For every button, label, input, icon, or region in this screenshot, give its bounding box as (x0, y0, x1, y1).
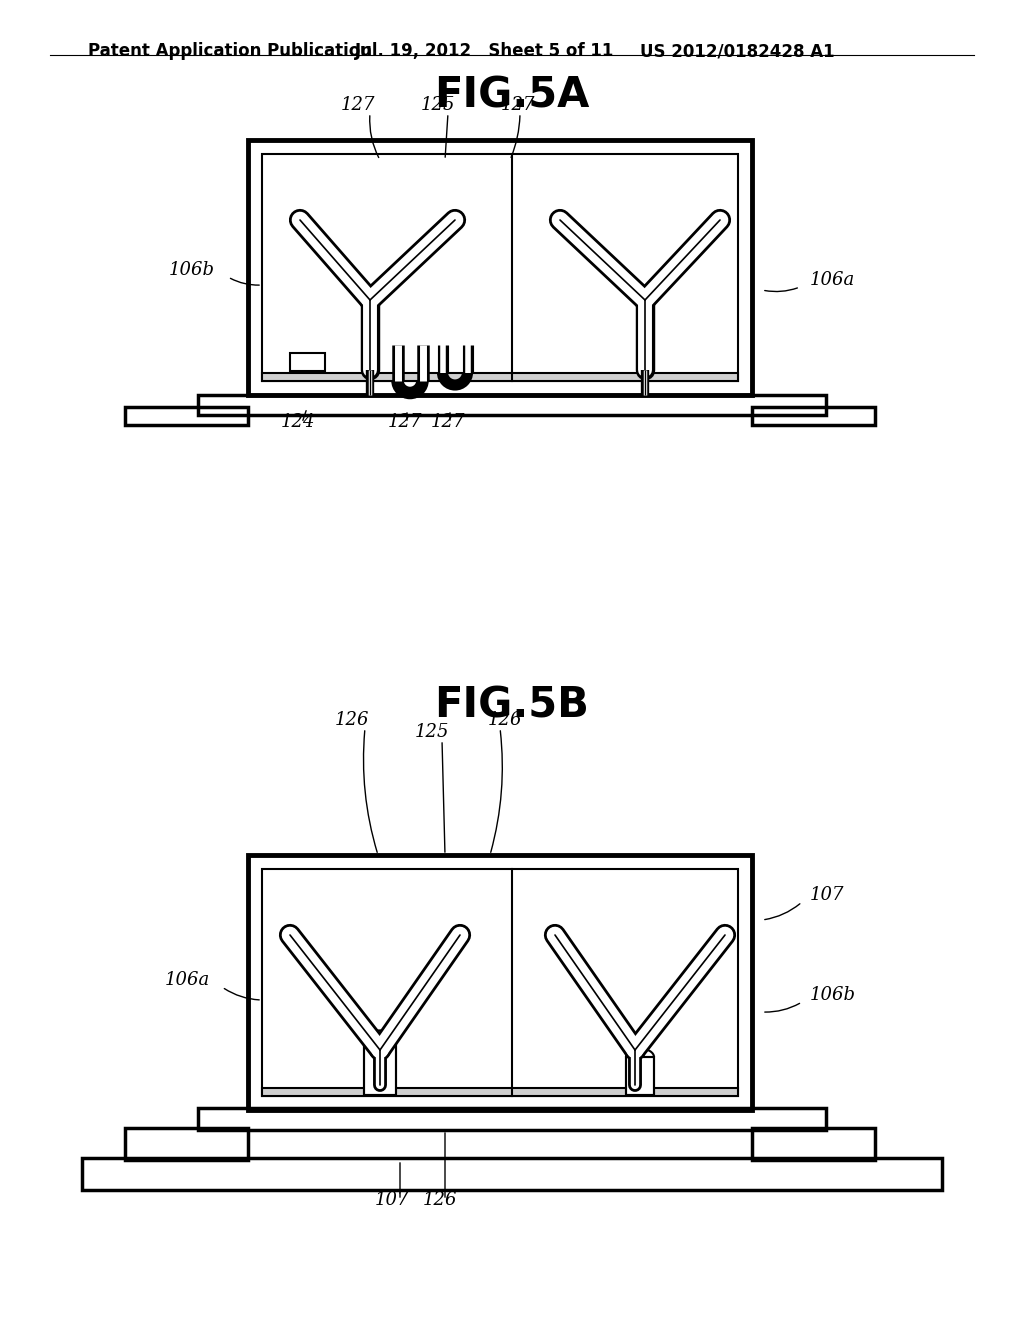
Bar (752, 407, 874, 425)
Text: 125: 125 (421, 96, 456, 114)
Bar (262, 154, 738, 381)
Bar (125, 407, 248, 425)
Text: 106b: 106b (810, 986, 856, 1005)
Bar (752, 1129, 874, 1160)
Text: 106a: 106a (165, 972, 210, 989)
Text: Patent Application Publication: Patent Application Publication (88, 42, 372, 59)
Bar (290, 352, 325, 371)
Text: 126: 126 (335, 711, 370, 729)
Bar (125, 1129, 248, 1160)
Text: 126: 126 (487, 711, 522, 729)
Bar (364, 1040, 396, 1096)
Bar (364, 1040, 396, 1096)
Bar (82, 1158, 942, 1191)
Text: 126: 126 (423, 1191, 458, 1209)
Bar (248, 855, 752, 1110)
Text: 127: 127 (501, 96, 536, 114)
Bar (198, 1107, 826, 1130)
Bar (262, 1088, 738, 1096)
Text: 127: 127 (431, 413, 465, 432)
Text: US 2012/0182428 A1: US 2012/0182428 A1 (640, 42, 835, 59)
Text: 106b: 106b (169, 261, 215, 279)
Text: 107: 107 (375, 1191, 410, 1209)
Bar (248, 140, 752, 395)
Text: FIG.5B: FIG.5B (434, 685, 590, 727)
Text: FIG.5A: FIG.5A (434, 75, 590, 117)
Text: 107: 107 (810, 886, 845, 904)
Text: 125: 125 (415, 723, 450, 741)
Text: 127: 127 (388, 413, 422, 432)
Text: 106a: 106a (810, 271, 855, 289)
Bar (198, 395, 826, 414)
Bar (262, 869, 738, 1096)
Text: Jul. 19, 2012   Sheet 5 of 11: Jul. 19, 2012 Sheet 5 of 11 (355, 42, 614, 59)
Text: 127: 127 (341, 96, 375, 114)
Bar (626, 1057, 654, 1096)
Bar (626, 1057, 654, 1096)
Bar (262, 374, 738, 381)
Text: 124: 124 (281, 413, 315, 432)
